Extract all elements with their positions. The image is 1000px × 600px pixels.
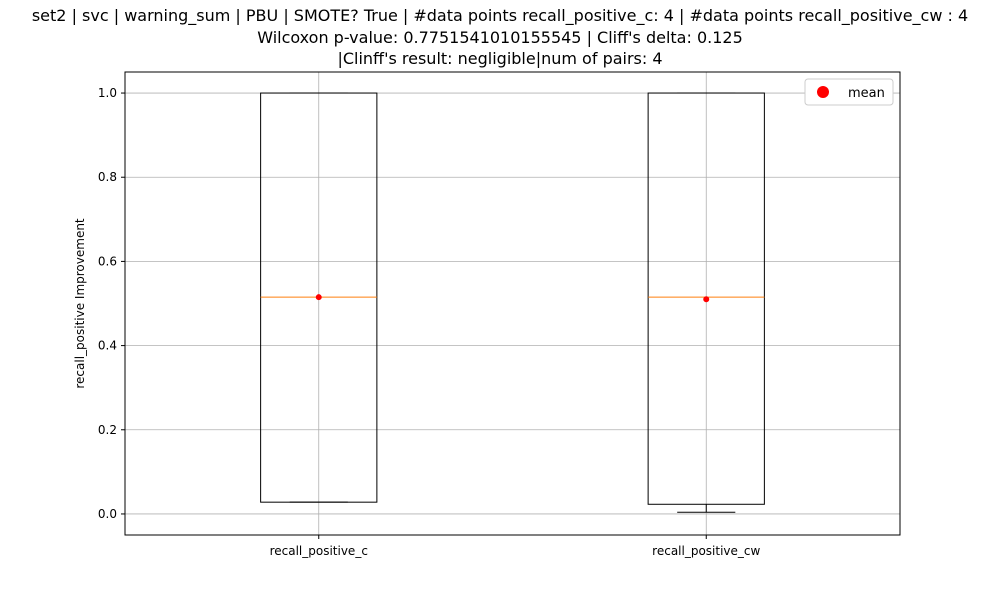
x-tick-label: recall_positive_cw <box>652 544 760 558</box>
y-axis-label: recall_positive Improvement <box>73 218 87 389</box>
legend-mean-marker <box>817 86 829 98</box>
y-tick-label: 0.6 <box>98 254 117 268</box>
chart-title-line-2: Wilcoxon p-value: 0.7751541010155545 | C… <box>257 28 743 47</box>
chart-title-line-3: |Clinff's result: negligible|num of pair… <box>337 49 663 68</box>
plot-frame <box>124 71 901 536</box>
legend-label: mean <box>848 86 885 101</box>
y-tick-label: 1.0 <box>98 86 117 100</box>
chart-title-line-1: set2 | svc | warning_sum | PBU | SMOTE? … <box>31 6 969 25</box>
legend-box <box>804 78 894 106</box>
box-recall_positive_cw <box>647 92 765 505</box>
x-tick-label: recall_positive_c <box>270 544 368 558</box>
y-tick-label: 0.8 <box>98 170 117 184</box>
mean-marker <box>703 296 710 303</box>
y-tick-label: 0.0 <box>98 507 117 521</box>
y-tick-label: 0.4 <box>98 339 117 353</box>
y-tick-label: 0.2 <box>98 423 117 437</box>
mean-marker <box>315 294 322 301</box>
